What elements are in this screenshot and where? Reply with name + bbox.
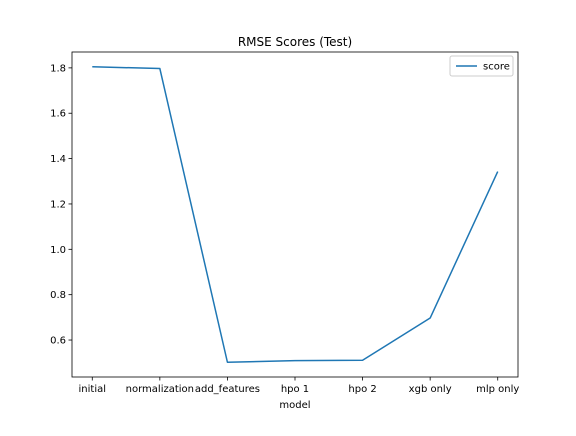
y-tick-label: 1.0 [50, 245, 66, 256]
legend-frame [449, 55, 514, 77]
y-tick-label: 0.8 [50, 290, 66, 301]
y-tick-label: 1.4 [50, 154, 66, 165]
x-tick-label: normalization [126, 384, 194, 395]
chart-title: RMSE Scores (Test) [238, 35, 352, 49]
y-tick-label: 1.6 [50, 109, 66, 120]
legend: score [449, 55, 514, 77]
x-tick-label: initial [79, 384, 107, 395]
plot-area: initial normalization add_features hpo 1 hpo… [50, 51, 519, 395]
x-tick-label: xgb only [409, 384, 452, 395]
series-line-score [92, 65, 499, 364]
plot-frame [71, 51, 519, 378]
x-tick-label: hpo 1 [281, 384, 309, 395]
x-tick-label: mlp only [476, 384, 519, 395]
x-tick-label: add_features [195, 384, 260, 395]
legend-label: score [483, 62, 510, 73]
x-axis-label: model [279, 400, 310, 411]
x-tick-label: hpo 2 [348, 384, 376, 395]
y-tick-label: 0.6 [50, 336, 66, 347]
y-tick-label: 1.2 [50, 199, 66, 210]
y-tick-label: 1.8 [50, 63, 66, 74]
